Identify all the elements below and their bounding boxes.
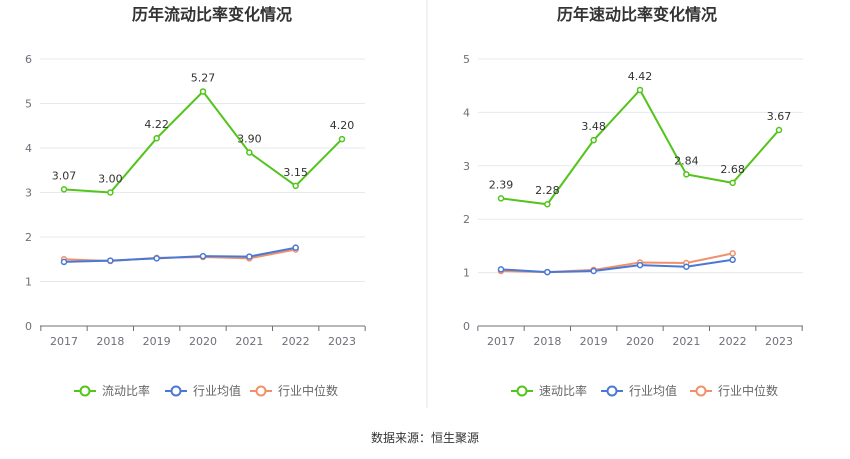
legend-item[interactable]: 行业中位数 [250,383,338,398]
data-label: 3.00 [98,173,123,186]
data-label: 3.90 [237,132,262,145]
x-tick-label: 2018 [96,335,124,348]
legend-swatch-marker [79,385,91,397]
data-point [153,134,160,142]
data-point [544,268,551,276]
data-point [683,171,690,178]
y-tick-label: 0 [25,320,32,333]
data-point [292,182,299,190]
data-point [729,179,736,187]
x-tick-label: 2023 [765,335,793,348]
y-tick-label: 3 [25,187,32,200]
x-tick-label: 2019 [143,335,171,348]
x-tick-label: 2020 [189,335,217,348]
legend-item[interactable]: 速动比率 [511,383,587,398]
y-tick-label: 5 [25,98,32,111]
y-tick-label: 1 [25,276,32,289]
x-tick-label: 2017 [487,335,515,348]
data-point [590,267,597,275]
data-point [246,253,253,260]
series-line [500,252,733,274]
legend-label: 行业均值 [629,383,677,398]
x-tick-label: 2021 [235,335,263,348]
data-point [153,255,160,262]
data-point [729,250,736,257]
data-label: 4.42 [628,70,653,83]
series-line [63,246,296,263]
data-point [590,136,597,144]
data-point [60,186,68,193]
legend-swatch-marker [255,385,267,397]
series-line [500,258,733,274]
x-tick-label: 2020 [626,335,654,348]
y-tick-label: 6 [25,53,32,66]
y-tick-label: 2 [463,213,470,226]
x-tick-label: 2022 [282,335,310,348]
x-tick-label: 2022 [719,335,747,348]
data-label: 5.27 [191,71,216,84]
data-source: 数据来源：恒生聚源 [371,430,479,445]
data-label: 3.15 [283,166,308,179]
y-tick-label: 5 [463,53,470,66]
data-point [636,86,644,94]
data-point [775,126,783,134]
x-tick-label: 2017 [50,335,78,348]
y-tick-label: 1 [463,267,470,280]
y-tick-label: 0 [463,320,470,333]
x-tick-label: 2021 [672,335,700,348]
legend-item[interactable]: 行业均值 [601,383,677,398]
legend-label: 速动比率 [539,383,587,398]
legend-item[interactable]: 行业中位数 [690,383,778,398]
legend-swatch-marker [170,385,182,397]
x-tick-label: 2023 [328,335,356,348]
data-point [199,88,207,95]
y-tick-label: 4 [463,106,470,119]
legend-swatch-marker [695,385,707,397]
data-point [544,200,551,208]
data-point [497,266,505,273]
data-label: 4.22 [144,118,169,131]
y-tick-label: 2 [25,231,32,244]
data-point [683,263,690,270]
data-label: 2.39 [489,178,514,191]
data-point [107,189,114,196]
data-point [107,257,114,264]
legend-label: 行业中位数 [718,383,778,398]
data-point [636,261,644,269]
data-label: 3.48 [581,120,606,133]
legend-label: 流动比率 [102,383,150,398]
data-point [246,149,253,156]
data-point [338,135,346,143]
legend-swatch-marker [516,385,528,397]
legend-label: 行业均值 [193,383,241,398]
legend-item[interactable]: 行业均值 [165,383,241,398]
data-label: 2.28 [535,184,560,197]
data-point [497,195,505,202]
x-tick-label: 2019 [580,335,608,348]
legend-label: 行业中位数 [278,383,338,398]
data-point [292,244,299,251]
data-label: 3.07 [52,169,77,182]
legend-swatch-marker [606,385,618,397]
data-point [199,252,207,260]
data-label: 2.68 [720,163,745,176]
y-tick-label: 3 [463,160,470,173]
quick-ratio-chart: 历年速动比率变化情况 0 1 2 3 4 5 2017 2018 2019 2020 2021 202… [463,5,803,398]
data-label: 2.84 [674,154,699,167]
current-ratio-chart: 历年流动比率变化情况 0 1 2 3 4 5 6 2017 2018 2019 2020 2021 20… [25,5,366,398]
legend-item[interactable]: 流动比率 [74,383,150,398]
data-label: 3.67 [767,110,792,123]
x-tick-label: 2018 [533,335,561,348]
chart-title: 历年流动比率变化情况 [132,5,292,24]
chart-title: 历年速动比率变化情况 [557,5,717,24]
data-point [729,256,736,264]
data-label: 4.20 [330,119,355,132]
y-tick-label: 4 [25,142,32,155]
data-point [60,258,68,266]
